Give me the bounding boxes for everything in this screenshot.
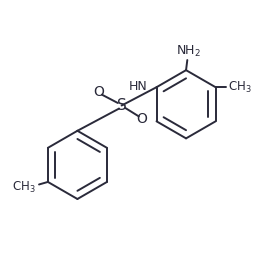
Text: CH$_3$: CH$_3$ bbox=[11, 179, 35, 195]
Text: CH$_3$: CH$_3$ bbox=[228, 80, 252, 95]
Text: HN: HN bbox=[128, 80, 147, 92]
Text: S: S bbox=[117, 98, 127, 113]
Text: O: O bbox=[136, 113, 147, 126]
Text: O: O bbox=[93, 85, 104, 99]
Text: NH$_2$: NH$_2$ bbox=[176, 44, 201, 59]
